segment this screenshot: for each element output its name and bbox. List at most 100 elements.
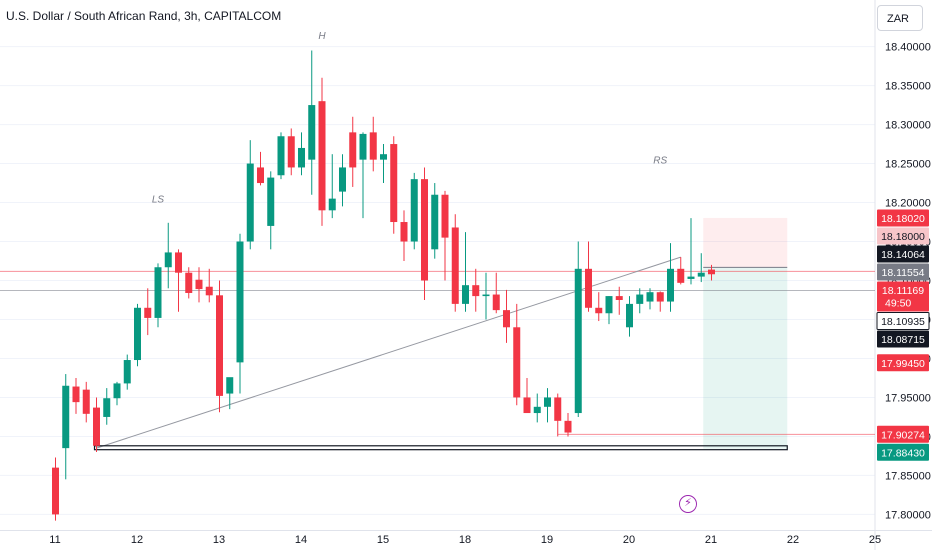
price-tag-text: 18.11169 <box>882 285 924 297</box>
candle <box>318 77 326 226</box>
candle-body <box>492 294 500 311</box>
candle <box>185 267 193 299</box>
price-tag: 18.14064 <box>877 245 929 263</box>
candle <box>298 132 305 176</box>
candle-body <box>257 167 264 184</box>
candle-body <box>339 167 346 192</box>
candle-body <box>113 383 121 399</box>
candle <box>103 388 111 425</box>
price-tag: 18.18020 <box>877 209 929 227</box>
candle-body <box>410 179 418 242</box>
candle-body <box>298 147 305 168</box>
price-tag: 18.10935 <box>876 311 930 330</box>
candle-body <box>205 286 213 296</box>
price-tag-text: 17.99450 <box>881 358 925 370</box>
candle <box>123 354 131 390</box>
candle-body <box>195 279 203 290</box>
candle <box>554 393 562 437</box>
candle-body <box>175 252 182 273</box>
y-tick-label: 18.20000 <box>885 198 931 210</box>
x-tick-label: 18 <box>459 534 471 546</box>
candle-body <box>144 307 152 318</box>
price-tag-text: 18.08715 <box>881 334 925 346</box>
candle-body <box>359 133 367 160</box>
candle <box>164 222 172 289</box>
candle-body <box>646 292 654 302</box>
y-tick-label: 18.35000 <box>885 81 931 93</box>
price-tag-text: 18.11554 <box>881 267 924 279</box>
candle <box>697 253 705 283</box>
candle-body <box>369 132 377 160</box>
candle <box>308 50 316 195</box>
candle <box>380 144 387 184</box>
candle <box>246 140 254 250</box>
lightning-bolt-icon[interactable]: ⚡ <box>679 495 697 513</box>
candle-body <box>154 267 162 318</box>
candle <box>708 264 715 281</box>
candle-body <box>595 307 603 314</box>
candle-body <box>246 163 254 242</box>
currency-selector[interactable]: ZAR <box>877 5 923 31</box>
candle <box>257 151 264 186</box>
x-tick-label: 12 <box>131 534 143 546</box>
price-tag-bg <box>877 425 929 443</box>
candle-body <box>605 296 613 314</box>
candle-body <box>390 144 398 223</box>
price-tag-bg <box>877 443 929 461</box>
x-tick-label: 14 <box>295 534 307 546</box>
candle <box>349 116 357 187</box>
candle <box>287 128 295 176</box>
candle <box>564 413 572 437</box>
x-tick-label: 25 <box>869 534 881 546</box>
chart-title: U.S. Dollar / South African Rand, 3h, CA… <box>6 9 282 23</box>
candle <box>441 190 449 281</box>
candle <box>195 267 203 303</box>
candle <box>369 116 377 172</box>
time-axis[interactable]: 11 12 13 14 15 18 19 20 21 22 25 <box>49 534 881 546</box>
candle <box>62 374 70 480</box>
candle-body <box>185 272 193 293</box>
candle <box>390 136 398 234</box>
candle <box>431 183 439 259</box>
price-tag-text: 18.18020 <box>881 213 925 225</box>
candle <box>677 257 685 285</box>
price-tag: 17.88430 <box>877 443 929 461</box>
candle <box>544 388 551 423</box>
candle-body <box>626 303 633 328</box>
price-tag: 17.90274 <box>877 425 929 443</box>
candle-body <box>318 101 326 211</box>
y-tick-label: 18.30000 <box>885 120 931 132</box>
candle <box>687 218 695 285</box>
candle <box>154 263 162 328</box>
x-tick-label: 22 <box>787 534 799 546</box>
candle-body <box>656 292 664 302</box>
candle-body <box>236 241 244 363</box>
price-tag-bg <box>876 311 930 330</box>
candle-body <box>380 154 387 160</box>
price-labels: 18.18020 18.18000 18.14064 18.11554 18.11169… <box>876 209 930 461</box>
candle <box>236 233 244 394</box>
candle <box>626 296 633 337</box>
take-profit-zone <box>703 267 788 449</box>
candle-body <box>216 295 223 396</box>
candle <box>267 171 275 250</box>
candle-body <box>134 307 141 361</box>
pattern-annotations: LS H RS <box>152 31 668 206</box>
candle-body <box>687 276 695 279</box>
candle <box>646 288 654 310</box>
candle <box>175 249 182 312</box>
candle-body <box>267 177 275 226</box>
candle-body <box>441 194 449 238</box>
candle-body <box>123 360 131 384</box>
candle-body <box>451 227 459 304</box>
pattern-label: LS <box>152 195 165 206</box>
candle <box>503 289 510 343</box>
candles <box>52 50 715 521</box>
candle <box>513 303 521 406</box>
candle <box>328 154 336 219</box>
price-tag: 18.08715 <box>877 330 929 348</box>
price-tag-text: 18.14064 <box>881 249 925 261</box>
candle-body <box>72 386 80 403</box>
